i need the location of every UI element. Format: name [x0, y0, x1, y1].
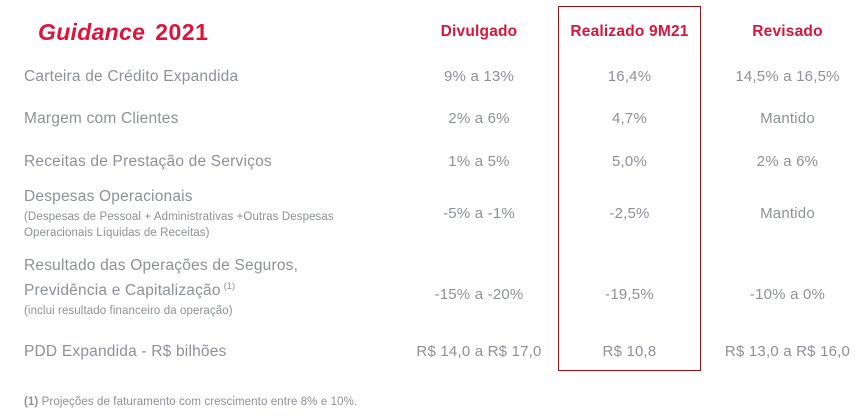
table-row-pdd: PDD Expandida - R$ bilhões R$ 14,0 a R$ …: [0, 320, 862, 382]
cell-realizado: R$ 10,8: [602, 342, 657, 360]
row-label: Resultado das Operações de Seguros, Prev…: [24, 255, 400, 301]
cell-divulgado: 1% a 5%: [448, 152, 510, 170]
table-row-margem: Margem com Clientes 2% a 6% 4,7% Mantido: [0, 96, 862, 140]
row-label: Receitas de Prestação de Serviços: [24, 152, 272, 170]
footnote-marker: (1): [24, 396, 39, 408]
row-label-line1: Resultado das Operações de Seguros,: [24, 256, 299, 274]
title-guidance: Guidance: [38, 18, 146, 45]
table-row-carteira: Carteira de Crédito Expandida 9% a 13% 1…: [0, 56, 862, 96]
cell-divulgado: -5% a -1%: [443, 204, 515, 222]
cell-revisado: -10% a 0%: [749, 285, 826, 303]
footnote-ref: (1): [223, 280, 236, 291]
column-header-realizado: Realizado 9M21: [570, 23, 689, 40]
cell-revisado: 2% a 6%: [756, 152, 819, 170]
table-row-despesas: Despesas Operacionais (Despesas de Pesso…: [0, 182, 862, 244]
cell-realizado: -2,5%: [609, 204, 650, 222]
table-row-receitas: Receitas de Prestação de Serviços 1% a 5…: [0, 140, 862, 182]
row-label-line2: Previdência e Capitalização: [24, 282, 221, 300]
row-label: Despesas Operacionais: [24, 187, 193, 205]
row-label: Margem com Clientes: [24, 109, 179, 127]
cell-realizado: 16,4%: [607, 67, 652, 85]
cell-revisado: Mantido: [760, 204, 815, 222]
cell-realizado: 5,0%: [612, 152, 647, 170]
cell-divulgado: R$ 14,0 a R$ 17,0: [416, 342, 542, 360]
footnote: (1) Projeções de faturamento com crescim…: [0, 396, 862, 408]
header-row: Guidance 2021 Divulgado Realizado 9M21 R…: [0, 0, 862, 56]
cell-divulgado: 9% a 13%: [444, 67, 514, 85]
row-sublabel: (inclui resultado financeiro da operação…: [24, 305, 233, 318]
cell-revisado: R$ 13,0 a R$ 16,0: [724, 342, 851, 360]
row-label: Carteira de Crédito Expandida: [24, 67, 239, 85]
cell-divulgado: 2% a 6%: [448, 109, 510, 127]
title-year: 2021: [155, 18, 209, 45]
cell-revisado: 14,5% a 16,5%: [735, 67, 840, 85]
page-title: Guidance 2021: [0, 11, 400, 46]
column-header-revisado: Revisado: [752, 23, 823, 40]
table-row-seguros: Resultado das Operações de Seguros, Prev…: [0, 244, 862, 320]
row-label: PDD Expandida - R$ bilhões: [24, 342, 227, 360]
column-header-divulgado: Divulgado: [440, 23, 518, 40]
cell-revisado: Mantido: [760, 109, 815, 127]
cell-realizado: 4,7%: [612, 109, 647, 127]
row-sublabel: (Despesas de Pessoal + Administrativas +…: [24, 210, 334, 239]
footnote-text: Projeções de faturamento com crescimento…: [41, 396, 358, 408]
cell-realizado: -19,5%: [605, 285, 654, 303]
cell-divulgado: -15% a -20%: [434, 285, 524, 303]
